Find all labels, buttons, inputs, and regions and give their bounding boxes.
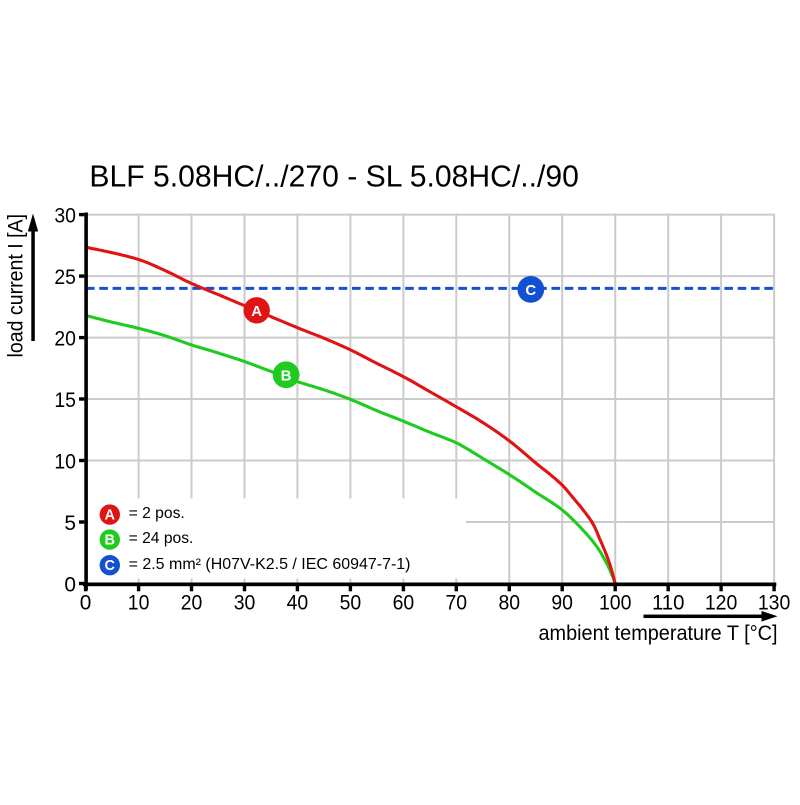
- svg-text:BLF 5.08HC/../270 - SL 5.08HC/: BLF 5.08HC/../270 - SL 5.08HC/../90: [89, 159, 579, 194]
- svg-text:B: B: [281, 367, 292, 384]
- svg-text:5: 5: [64, 512, 76, 535]
- svg-text:30: 30: [54, 205, 76, 228]
- svg-text:40: 40: [287, 592, 309, 615]
- svg-text:20: 20: [181, 592, 203, 615]
- svg-text:80: 80: [499, 592, 521, 615]
- svg-text:load current I [A]: load current I [A]: [5, 214, 28, 358]
- svg-text:10: 10: [54, 451, 76, 474]
- svg-text:15: 15: [54, 389, 76, 412]
- svg-text:ambient temperature T [°C]: ambient temperature T [°C]: [539, 622, 778, 645]
- svg-text:= 2.5 mm² (H07V-K2.5 / IEC 609: = 2.5 mm² (H07V-K2.5 / IEC 60947-7-1): [129, 556, 411, 573]
- svg-text:20: 20: [54, 328, 76, 351]
- svg-text:25: 25: [54, 266, 76, 289]
- svg-text:100: 100: [599, 592, 632, 615]
- svg-text:10: 10: [128, 592, 150, 615]
- svg-text:50: 50: [340, 592, 362, 615]
- svg-text:C: C: [105, 558, 116, 574]
- svg-text:A: A: [105, 507, 116, 523]
- svg-text:120: 120: [705, 592, 738, 615]
- svg-text:30: 30: [234, 592, 256, 615]
- svg-text:B: B: [105, 532, 115, 548]
- svg-text:0: 0: [80, 592, 92, 615]
- svg-text:60: 60: [393, 592, 415, 615]
- svg-text:90: 90: [551, 592, 573, 615]
- svg-text:110: 110: [652, 592, 685, 615]
- svg-text:= 2 pos.: = 2 pos.: [129, 505, 185, 522]
- svg-text:70: 70: [446, 592, 468, 615]
- svg-text:= 24 pos.: = 24 pos.: [129, 530, 194, 547]
- svg-text:A: A: [251, 303, 262, 320]
- svg-text:130: 130: [758, 592, 791, 615]
- svg-text:0: 0: [64, 574, 76, 597]
- svg-text:C: C: [525, 282, 536, 299]
